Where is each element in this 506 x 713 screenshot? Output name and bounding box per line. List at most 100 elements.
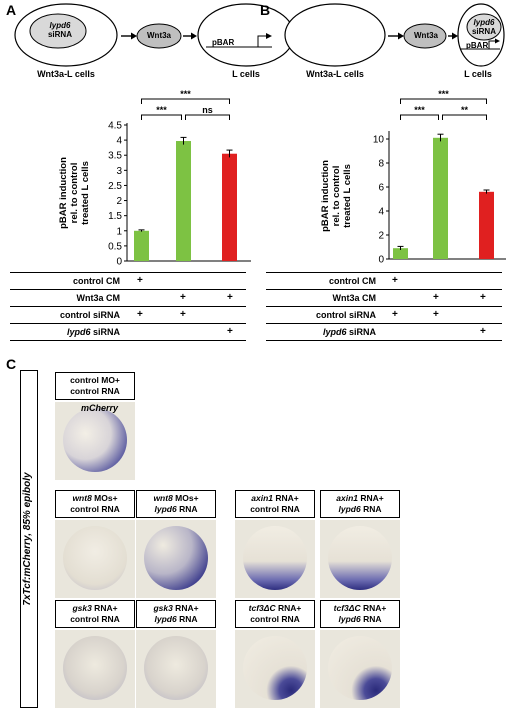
table-a-mark: +	[227, 326, 233, 337]
panel-b-sirna-vesicle	[466, 13, 502, 41]
chart-a-bar	[134, 230, 149, 261]
table-b-mark: +	[480, 326, 486, 337]
table-b-row-label: Wnt3a CM	[332, 293, 377, 303]
chart-b-ylabel-line: pBAR induction	[320, 160, 331, 232]
embryo-photo	[235, 630, 315, 708]
condition-header: gsk3 RNA+ lypd6 RNA	[136, 600, 216, 628]
panel-a-ligand-label: Wnt3a	[147, 31, 171, 40]
table-a-row-label: control siRNA	[59, 310, 120, 320]
condition-header: wnt8 MOs+ control RNA	[55, 490, 135, 518]
panel-a-wnt3a-ligand	[136, 23, 182, 49]
chart-b-sig-right-label: **	[461, 105, 469, 115]
embryo	[144, 526, 208, 590]
panel-b-producer-cell	[284, 3, 386, 67]
table-a-mark: +	[137, 275, 143, 286]
embryo-photo	[136, 630, 216, 708]
chart-b-sig-top	[400, 98, 487, 104]
panel-a-pbar-label: pBAR	[212, 38, 235, 47]
panel-a-producer-label: Wnt3a-L cells	[37, 69, 95, 79]
embryo-photo	[320, 520, 400, 598]
chart-b-ytick-label: 10	[373, 135, 385, 146]
chart-b-bar	[479, 191, 494, 259]
condition-header: wnt8 MOs+ lypd6 RNA	[136, 490, 216, 518]
table-b-row: lypd6 siRNA +	[266, 323, 502, 340]
schema-diagrams	[14, 3, 505, 67]
embryo	[243, 636, 307, 700]
table-a-row: Wnt3a CM + +	[10, 289, 246, 306]
chart-b-bar	[393, 248, 408, 259]
arrow-icon	[495, 38, 500, 44]
chart-a-ytick-label: 0	[116, 257, 122, 266]
chart-a-ytick-label: 2	[116, 196, 122, 207]
chart-b-ytick-label: 2	[378, 231, 384, 242]
embryo	[63, 636, 127, 700]
panel-b-ligand-label: Wnt3a	[414, 31, 438, 40]
table-a-row: lypd6 siRNA +	[10, 323, 246, 340]
panel-b-reporter-label: L cells	[464, 69, 492, 79]
chart-a-bar	[222, 153, 237, 261]
chart-b-ytick-label: 6	[378, 183, 384, 194]
panel-c-side-band	[20, 370, 38, 708]
probe-label: mCherry	[81, 403, 119, 413]
embryo-photo	[235, 520, 315, 598]
condition-header: tcf3ΔC RNA+ control RNA	[235, 600, 315, 628]
table-b-mark: +	[392, 275, 398, 286]
chart-a-ytick-label: 1.5	[108, 211, 122, 222]
embryo-photo	[320, 630, 400, 708]
table-a-row-label: Wnt3a CM	[76, 293, 121, 303]
table-b-row: control CM +	[266, 272, 502, 289]
chart-a-sig-top	[141, 98, 230, 104]
chart-b-ytick-label: 8	[378, 159, 384, 170]
table-a-row-label: control CM	[73, 276, 120, 286]
condition-header: control MO+ control RNA	[55, 372, 135, 400]
arrow-icon	[266, 33, 272, 39]
chart-a-ylabel: pBAR induction rel. to control treated L c…	[58, 157, 91, 229]
embryo	[328, 526, 392, 590]
chart-b-sig-left	[400, 114, 439, 120]
chart-b-sig-top-label: ***	[438, 89, 449, 99]
table-b-row: control siRNA + +	[266, 306, 502, 323]
table-a-mark: +	[137, 309, 143, 320]
embryo-photo	[55, 520, 135, 598]
chart-a-ytick-label: 4	[116, 136, 122, 147]
chart-a-ylabel-line: rel. to control	[69, 163, 80, 224]
chart-a-ytick-label: 4.5	[108, 121, 122, 132]
table-b-mark: +	[392, 309, 398, 320]
chart-b-ylabel: pBAR induction rel. to control treated L c…	[320, 160, 353, 232]
chart-a-ytick-label: 3	[116, 166, 122, 177]
embryo	[144, 636, 208, 700]
chart-a: pBAR induction rel. to control treated L c…	[58, 89, 251, 266]
arrow-icon	[452, 32, 458, 40]
embryo-photo	[136, 520, 216, 598]
chart-a-ytick-label: 1	[116, 226, 122, 237]
arrow-icon	[398, 32, 404, 40]
chart-a-sig-left	[141, 114, 182, 120]
condition-header: tcf3ΔC RNA+ lypd6 RNA	[320, 600, 400, 628]
table-a-row-label: lypd6 siRNA	[66, 327, 120, 337]
chart-a-sig-left-label: ***	[156, 105, 167, 115]
embryo	[328, 636, 392, 700]
table-a-bottom-rule	[10, 340, 246, 341]
embryo-photo: mCherry	[55, 402, 135, 480]
panel-a-condition-table: control CM + Wnt3a CM + + control siRNA + + lypd…	[10, 272, 246, 342]
panel-a-label: A	[6, 2, 17, 18]
chart-a-ylabel-line: treated L cells	[80, 161, 91, 225]
panel-b-condition-table: control CM + Wnt3a CM + + control siRNA + + lypd…	[266, 272, 502, 342]
chart-b-ylabel-line: rel. to control	[331, 166, 342, 227]
chart-b-ytick-label: 0	[378, 255, 384, 266]
embryo	[243, 526, 307, 590]
table-a-mark: +	[180, 292, 186, 303]
table-b-mark: +	[433, 292, 439, 303]
chart-b-sig-right	[442, 114, 487, 120]
chart-a-sig-top-label: ***	[180, 89, 191, 99]
table-b-row-label: lypd6 siRNA	[322, 327, 376, 337]
panel-b-wnt3a-ligand	[403, 23, 447, 49]
table-a-row: control siRNA + +	[10, 306, 246, 323]
chart-b: pBAR induction rel. to control treated L c…	[320, 89, 506, 266]
arrow-icon	[131, 32, 137, 40]
table-a-mark: +	[227, 292, 233, 303]
condition-header: axin1 RNA+ lypd6 RNA	[320, 490, 400, 518]
panel-b-sirna-label: lypd6 siRNA	[471, 18, 496, 36]
chart-a-bar	[176, 141, 191, 261]
